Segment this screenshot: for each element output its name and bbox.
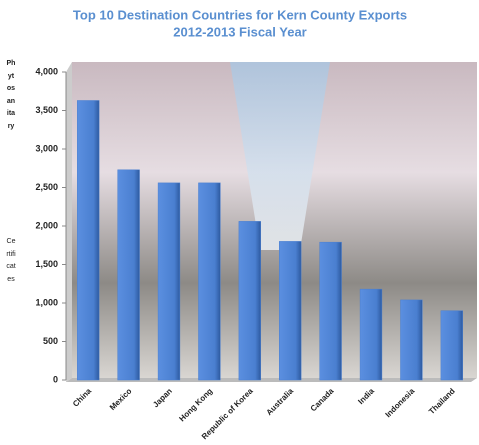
y-tick-label: 500: [43, 336, 58, 346]
y-tick-label: 1,500: [35, 259, 58, 269]
sky: [230, 62, 330, 250]
bar: [198, 182, 221, 381]
y-tick-label: 0: [53, 374, 58, 384]
y-tick-label: 2,500: [35, 182, 58, 192]
x-tick-label: Japan: [151, 386, 174, 409]
bar: [279, 241, 302, 381]
bar: [117, 169, 140, 381]
x-tick-label: Hong Kong: [177, 386, 214, 423]
chart-title: Top 10 Destination Countries for Kern Co…: [73, 7, 407, 22]
y-tick-label: 2,000: [35, 220, 58, 230]
x-tick-label: India: [356, 386, 376, 406]
y-tick-label: 3,000: [35, 143, 58, 153]
x-tick-label: Australia: [265, 386, 296, 417]
bar: [359, 288, 383, 381]
bar: [319, 241, 342, 381]
x-tick-label: Indonesia: [384, 386, 417, 419]
bar: [157, 182, 181, 381]
y-tick-label: 1,000: [35, 297, 58, 307]
bar: [238, 221, 261, 381]
y-tick-label: 3,500: [35, 105, 58, 115]
bar: [440, 310, 463, 381]
y-axis-label: Phytosanitary: [6, 60, 16, 130]
bar: [77, 100, 100, 381]
x-tick-label: Canada: [309, 386, 336, 413]
x-tick-label: Thailand: [427, 386, 457, 416]
x-tick-label: China: [71, 386, 93, 408]
y-tick-label: 4,000: [35, 66, 58, 76]
chart-subtitle: 2012-2013 Fiscal Year: [173, 24, 307, 39]
y-axis-label: Certificates: [6, 238, 16, 283]
side-wall: [66, 62, 72, 382]
bar: [400, 299, 423, 381]
x-tick-label: Mexico: [108, 386, 134, 412]
